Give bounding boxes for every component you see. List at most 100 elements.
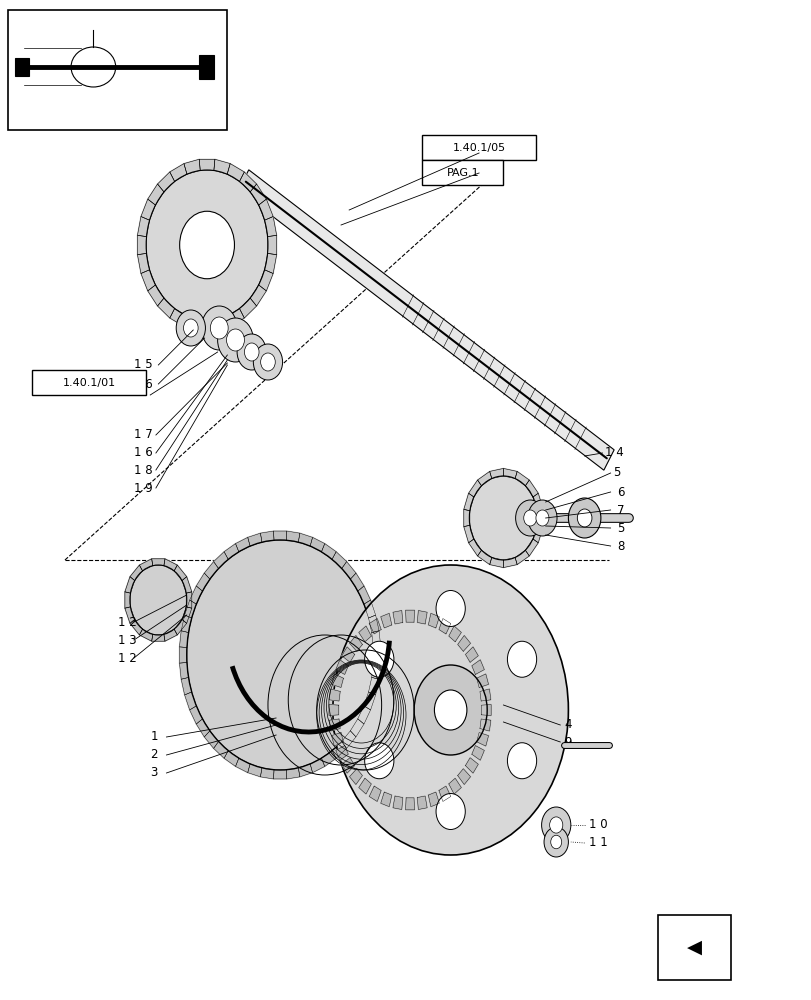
Polygon shape: [181, 677, 191, 695]
Polygon shape: [380, 613, 391, 628]
Circle shape: [201, 306, 237, 350]
Text: 7: 7: [616, 504, 624, 516]
Polygon shape: [371, 663, 380, 679]
Circle shape: [568, 498, 600, 538]
Polygon shape: [525, 539, 538, 556]
Text: 1 0: 1 0: [588, 818, 607, 832]
Text: 1 3: 1 3: [118, 634, 136, 647]
Polygon shape: [406, 610, 414, 622]
Polygon shape: [213, 316, 230, 331]
Polygon shape: [463, 525, 474, 543]
Polygon shape: [428, 792, 439, 807]
Text: 8: 8: [616, 540, 624, 552]
Circle shape: [436, 590, 465, 626]
Polygon shape: [286, 531, 299, 542]
Polygon shape: [264, 253, 277, 273]
Circle shape: [146, 170, 268, 320]
Polygon shape: [190, 706, 202, 724]
Polygon shape: [196, 719, 210, 737]
Circle shape: [550, 835, 561, 849]
Polygon shape: [174, 619, 187, 635]
Polygon shape: [179, 647, 187, 663]
Circle shape: [187, 540, 373, 770]
Circle shape: [364, 743, 393, 779]
Polygon shape: [471, 746, 483, 760]
Circle shape: [237, 334, 266, 370]
Polygon shape: [406, 798, 414, 810]
Polygon shape: [247, 533, 262, 546]
Polygon shape: [525, 480, 538, 497]
Polygon shape: [190, 586, 202, 604]
Polygon shape: [199, 159, 215, 170]
Polygon shape: [358, 706, 370, 724]
Text: 1 2: 1 2: [118, 615, 136, 629]
Circle shape: [260, 353, 275, 371]
Polygon shape: [259, 199, 272, 220]
Text: 1 4: 1 4: [604, 446, 623, 460]
Text: 1 6: 1 6: [134, 377, 152, 390]
Polygon shape: [514, 471, 529, 486]
Circle shape: [549, 817, 562, 833]
Polygon shape: [532, 493, 543, 511]
Polygon shape: [332, 552, 346, 569]
Polygon shape: [227, 309, 244, 326]
Circle shape: [436, 794, 465, 830]
Polygon shape: [273, 770, 286, 779]
Text: ◀: ◀: [686, 938, 701, 957]
Bar: [657, 915, 730, 980]
Polygon shape: [476, 674, 488, 687]
Circle shape: [217, 318, 253, 362]
Polygon shape: [350, 573, 363, 591]
Polygon shape: [164, 629, 177, 641]
Polygon shape: [468, 539, 481, 556]
Polygon shape: [368, 615, 379, 633]
Circle shape: [527, 500, 556, 536]
Text: 4: 4: [564, 718, 571, 732]
Polygon shape: [393, 796, 402, 809]
Text: PAG.1: PAG.1: [446, 168, 478, 178]
Polygon shape: [141, 199, 155, 220]
Polygon shape: [503, 468, 517, 479]
Polygon shape: [417, 796, 427, 809]
Polygon shape: [329, 689, 340, 701]
Polygon shape: [358, 778, 371, 794]
Polygon shape: [336, 660, 348, 674]
Polygon shape: [213, 741, 228, 758]
Circle shape: [226, 329, 244, 351]
Polygon shape: [199, 320, 215, 331]
Polygon shape: [321, 544, 336, 559]
Polygon shape: [239, 172, 256, 192]
Polygon shape: [152, 634, 165, 641]
Polygon shape: [186, 592, 191, 608]
Bar: [15, 58, 29, 76]
Polygon shape: [184, 692, 196, 710]
Polygon shape: [157, 172, 174, 192]
Polygon shape: [204, 731, 218, 748]
Circle shape: [244, 343, 259, 361]
Bar: [199, 55, 213, 79]
Polygon shape: [310, 758, 324, 773]
Polygon shape: [260, 531, 273, 542]
Polygon shape: [157, 298, 174, 318]
Polygon shape: [298, 533, 312, 546]
Text: 9: 9: [564, 736, 571, 748]
Polygon shape: [489, 557, 503, 568]
Circle shape: [535, 510, 548, 526]
Polygon shape: [239, 298, 256, 318]
Polygon shape: [417, 611, 427, 624]
Polygon shape: [224, 544, 238, 559]
Polygon shape: [363, 692, 375, 710]
Circle shape: [253, 344, 282, 380]
Polygon shape: [341, 562, 355, 579]
Circle shape: [414, 665, 487, 755]
Polygon shape: [448, 626, 461, 642]
Polygon shape: [503, 557, 517, 568]
Polygon shape: [471, 660, 483, 674]
Polygon shape: [148, 285, 164, 306]
Circle shape: [333, 565, 568, 855]
Text: 1: 1: [150, 730, 157, 744]
Polygon shape: [250, 184, 266, 205]
Polygon shape: [457, 636, 470, 651]
Polygon shape: [350, 769, 362, 784]
Polygon shape: [130, 565, 143, 581]
